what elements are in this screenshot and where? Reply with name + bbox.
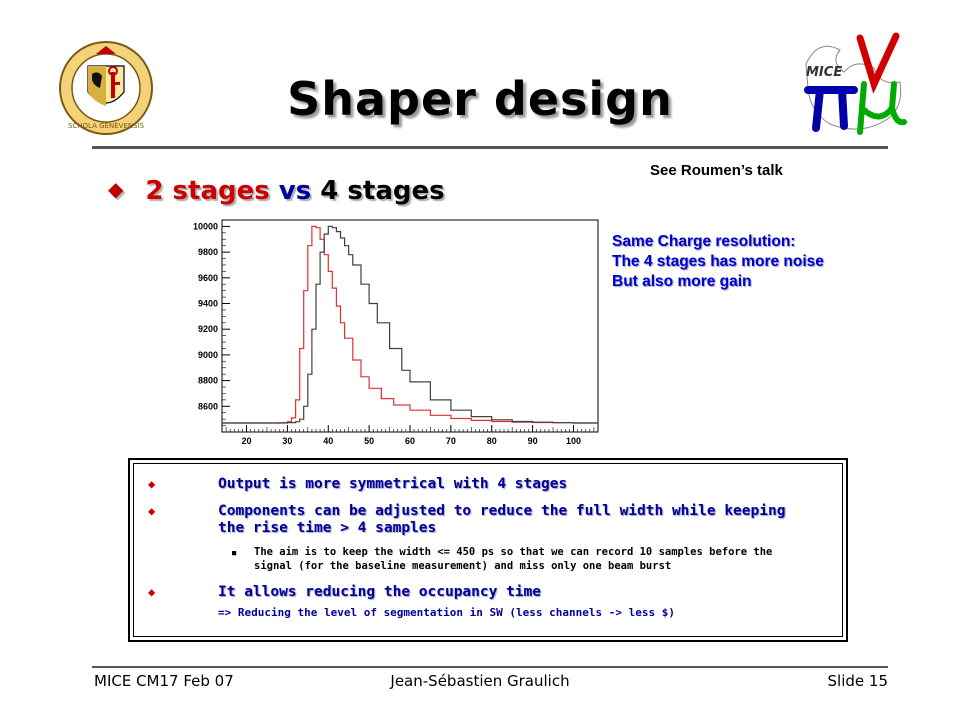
x-tick-label: 50 [364, 436, 374, 446]
x-tick-label: 40 [323, 436, 333, 446]
pulse-shape-histogram: 20 30 40 50 60 70 80 90 100 8600 8800 9000 9200 9400 9… [190, 218, 605, 454]
footer-event: MICE CM17 Feb 07 [94, 672, 234, 690]
slide-title: Shaper design [287, 72, 673, 126]
note-line-2: The 4 stages has more noise [612, 253, 824, 270]
summary-bullet-2: ◆ Components can be adjusted to reduce t… [148, 503, 838, 539]
summary-bullet-3: ◆ It allows reducing the occupancy time [148, 584, 838, 604]
series-line-2 [222, 225, 598, 424]
main-bullet-vs: vs [278, 176, 312, 206]
summary-bullet-2-text: Components can be adjusted to reduce the… [218, 503, 786, 536]
y-tick-label: 10000 [193, 221, 218, 231]
geneva-university-seal-logo: SCHOLA GENEVENSIS [58, 40, 154, 136]
x-tick-label: 20 [242, 436, 252, 446]
diamond-bullet-icon: ◆ [148, 477, 156, 491]
x-tick-label: 80 [487, 436, 497, 446]
title-divider [92, 146, 888, 149]
note-line-1: Same Charge resolution: [612, 233, 796, 250]
summary-box-outer [128, 458, 848, 642]
footer-divider [92, 666, 888, 668]
svg-text:SCHOLA GENEVENSIS: SCHOLA GENEVENSIS [68, 122, 145, 130]
summary-bullet-3-text: It allows reducing the occupancy time [218, 584, 542, 600]
y-tick-label: 9600 [198, 273, 218, 283]
main-bullet: ◆ 2 stages vs 4 stages [108, 176, 445, 206]
y-tick-label: 8600 [198, 401, 218, 411]
summary-box-inner [133, 463, 843, 637]
square-bullet-icon: ■ [232, 549, 237, 557]
x-tick-label: 90 [528, 436, 538, 446]
diamond-bullet-icon: ◆ [148, 504, 156, 518]
plot-frame [221, 219, 599, 433]
x-tick-label: 100 [566, 436, 581, 446]
summary-bullet-1-text: Output is more symmetrical with 4 stages [218, 476, 568, 492]
mice-nu-pi-mu-logo: MICE [800, 28, 912, 140]
summary-bullet-3-detail: => Reducing the level of segmentation in… [218, 606, 675, 619]
diamond-bullet-icon: ◆ [148, 585, 156, 599]
histogram-svg: 20 30 40 50 60 70 80 90 100 8600 8800 9000 9200 9400 9… [193, 219, 599, 446]
diamond-bullet-icon: ◆ [108, 177, 124, 201]
summary-sub-bullet-text: The aim is to keep the width <= 450 ps s… [254, 546, 773, 572]
y-tick-label: 9800 [198, 247, 218, 257]
series-line-1 [222, 225, 598, 424]
summary-sub-bullet: ■ The aim is to keep the width <= 450 ps… [232, 545, 822, 575]
y-tick-label: 9000 [198, 350, 218, 360]
chart-notes: Same Charge resolution: The 4 stages has… [612, 232, 824, 292]
x-tick-label: 60 [405, 436, 415, 446]
svg-text:MICE: MICE [806, 65, 842, 80]
y-tick-label: 8800 [198, 376, 218, 386]
y-tick-label: 9400 [198, 299, 218, 309]
y-tick-label: 9200 [198, 324, 218, 334]
main-bullet-four-stages: 4 stages [320, 176, 445, 206]
reference-note: See Roumen’s talk [650, 162, 783, 179]
main-bullet-two-stages: 2 stages [145, 176, 270, 206]
note-line-3: But also more gain [612, 273, 752, 290]
footer-author: Jean-Sébastien Graulich [390, 672, 570, 690]
x-tick-label: 70 [446, 436, 456, 446]
x-tick-label: 30 [282, 436, 292, 446]
footer-slide-number: Slide 15 [827, 672, 888, 690]
summary-bullet-1: ◆ Output is more symmetrical with 4 stag… [148, 476, 838, 496]
